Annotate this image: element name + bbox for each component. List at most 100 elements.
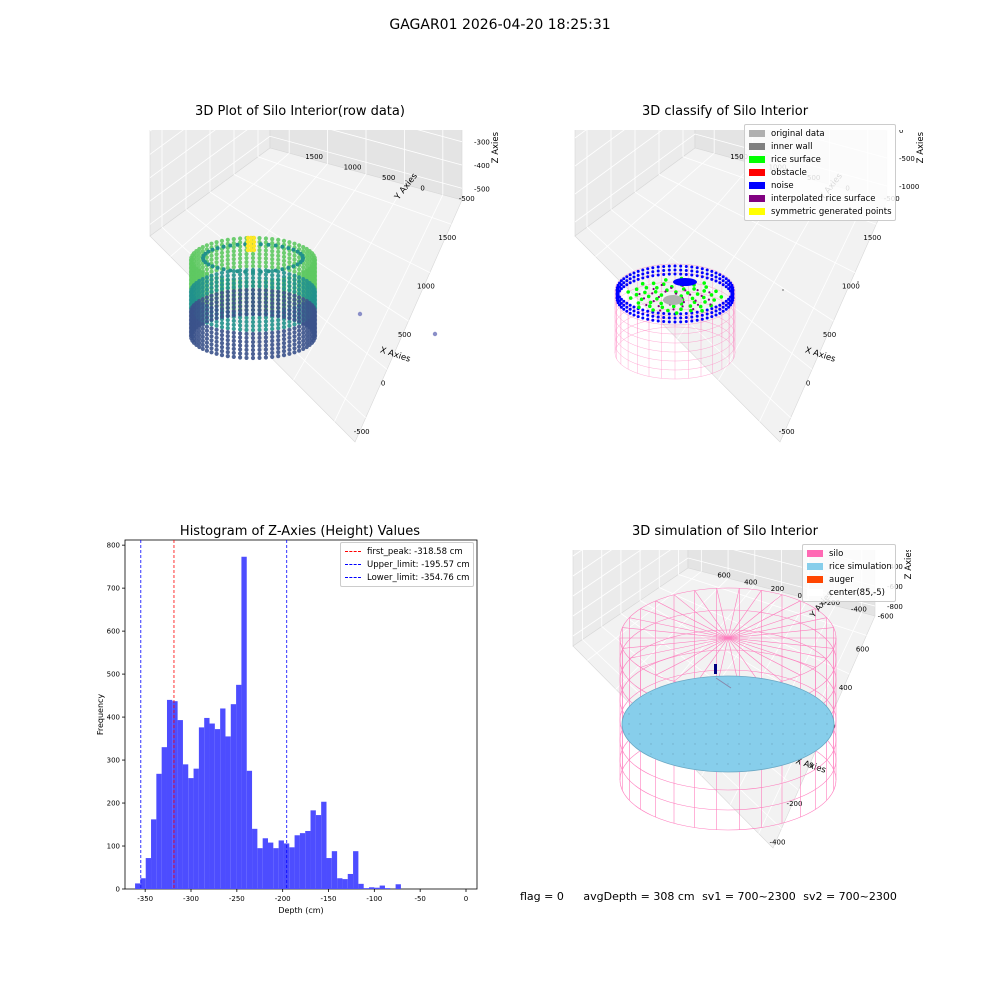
grid-line: [759, 194, 869, 422]
data-point: [225, 281, 230, 286]
data-point: [270, 350, 275, 355]
y-tick-label: -200: [824, 599, 840, 607]
data-point: [648, 304, 652, 308]
data-point: [304, 278, 309, 284]
y-tick-label: 0: [798, 592, 802, 600]
data-point: [204, 303, 209, 308]
data-point: [270, 334, 275, 339]
data-point: [231, 322, 236, 327]
data-point: [712, 298, 716, 302]
data-point: [204, 307, 209, 312]
y-tick-label: 600: [107, 628, 120, 636]
data-point: [231, 305, 236, 310]
data-point: [263, 260, 268, 265]
data-point: [197, 314, 202, 320]
data-point: [257, 284, 262, 289]
data-point: [281, 337, 287, 342]
data-point: [636, 269, 640, 273]
data-point: [815, 713, 817, 715]
wire-spoke: [629, 617, 729, 639]
data-point: [721, 275, 725, 279]
data-point: [197, 262, 202, 268]
data-point: [214, 260, 219, 265]
data-point: [197, 306, 202, 312]
data-point: [214, 252, 219, 257]
data-point: [618, 289, 621, 293]
x-tick-label: -200: [275, 895, 291, 903]
x-tick-label: 0: [806, 379, 810, 387]
data-point: [656, 311, 660, 315]
data-point: [200, 289, 205, 294]
data-point: [667, 316, 671, 320]
data-point: [666, 308, 670, 313]
data-point: [214, 240, 219, 245]
data-point: [214, 323, 219, 328]
data-point: [724, 303, 728, 307]
data-point: [683, 723, 685, 725]
data-point: [738, 753, 740, 755]
data-point: [651, 281, 656, 286]
data-point: [215, 246, 220, 251]
data-point: [251, 243, 257, 249]
data-point: [276, 313, 281, 318]
data-point: [727, 287, 731, 291]
data-point: [209, 257, 214, 262]
outlier-point: [857, 281, 859, 283]
data-point: [204, 328, 209, 333]
data-point: [263, 296, 268, 301]
data-point: [238, 264, 243, 269]
data-point: [642, 297, 646, 300]
data-point: [730, 301, 734, 305]
data-point: [244, 323, 249, 328]
data-point: [710, 269, 714, 273]
data-point: [219, 286, 225, 291]
data-point: [225, 237, 230, 242]
data-point: [270, 346, 275, 351]
y-tick-label: 100: [107, 843, 120, 851]
histogram-bar: [299, 833, 306, 889]
data-point: [197, 258, 202, 264]
grid-line: [293, 184, 405, 381]
data-point: [670, 286, 673, 289]
data-point: [270, 322, 275, 327]
legend-label: symmetric generated points: [771, 206, 892, 217]
legend-label: original data: [771, 128, 825, 139]
data-point: [297, 291, 302, 296]
data-point: [270, 293, 275, 298]
data-point: [273, 268, 278, 273]
y-tick-label: 400: [107, 714, 120, 722]
data-point: [694, 703, 696, 705]
data-point: [714, 313, 718, 317]
data-point: [684, 289, 687, 292]
data-point: [214, 304, 219, 309]
data-point: [625, 305, 629, 309]
y-tick-label: -500: [459, 195, 475, 203]
noise-ring: [615, 264, 735, 324]
data-point: [760, 703, 762, 705]
data-point: [200, 249, 205, 254]
data-point: [771, 713, 773, 715]
data-point: [782, 713, 784, 715]
data-point: [219, 250, 225, 255]
data-point: [297, 303, 302, 308]
data-point: [238, 351, 243, 356]
data-point: [244, 327, 249, 332]
data-point: [705, 703, 707, 705]
data-point: [281, 294, 287, 299]
data-point: [231, 257, 236, 262]
data-point: [738, 693, 740, 695]
data-point: [209, 285, 214, 290]
data-point: [214, 327, 219, 332]
data-point: [270, 313, 275, 318]
data-point: [203, 251, 208, 256]
data-point: [238, 252, 243, 257]
data-point: [662, 269, 666, 272]
histogram-bar: [262, 838, 268, 889]
data-point: [270, 289, 275, 294]
sv1-text: sv1 = 700~2300: [702, 890, 796, 903]
data-point: [209, 326, 214, 331]
wire-spoke: [727, 637, 827, 659]
data-point: [244, 343, 249, 348]
data-point: [287, 339, 292, 344]
